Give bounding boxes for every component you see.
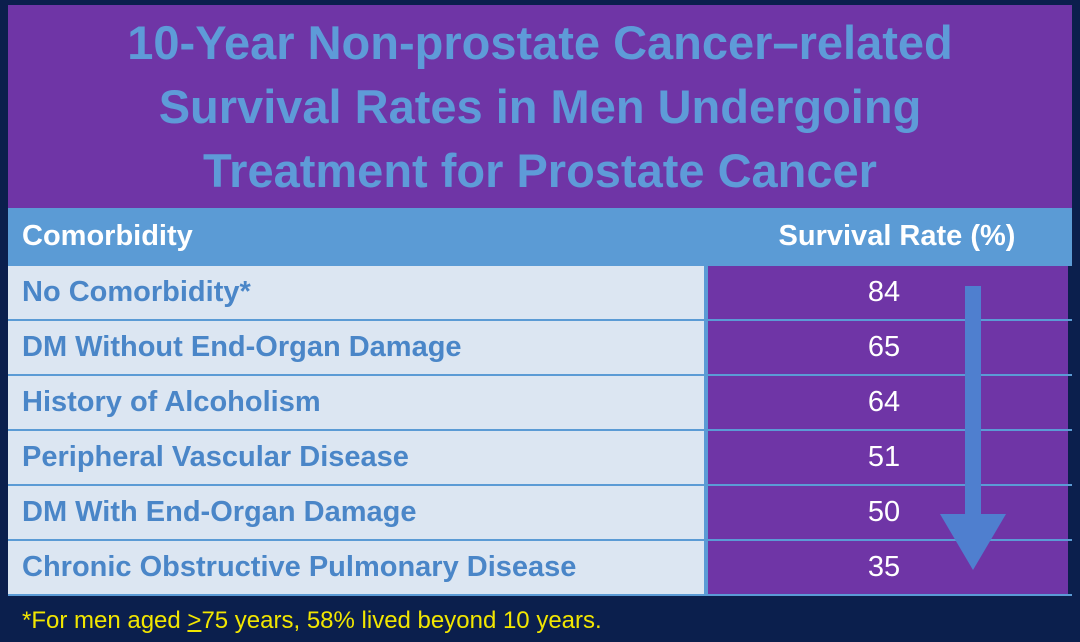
header-survival-rate: Survival Rate (%) bbox=[778, 219, 1016, 252]
comorbidity-cell: DM With End-Organ Damage bbox=[8, 486, 708, 539]
footnote: *For men aged >75 years, 58% lived beyon… bbox=[22, 607, 602, 635]
survival-cell: 64 bbox=[708, 376, 1068, 429]
table-row: DM With End-Organ Damage 50 bbox=[8, 484, 1072, 539]
comorbidity-cell: History of Alcoholism bbox=[8, 376, 708, 429]
comorbidity-cell: No Comorbidity* bbox=[8, 266, 708, 319]
survival-table: Comorbidity Survival Rate (%) No Comorbi… bbox=[8, 208, 1072, 596]
table-row: Chronic Obstructive Pulmonary Disease 35 bbox=[8, 539, 1072, 596]
survival-cell: 50 bbox=[708, 486, 1068, 539]
survival-cell: 84 bbox=[708, 266, 1068, 319]
table-body: No Comorbidity* 84 DM Without End-Organ … bbox=[8, 264, 1072, 596]
footnote-prefix: *For men aged bbox=[22, 607, 188, 634]
comorbidity-cell: DM Without End-Organ Damage bbox=[8, 321, 708, 374]
comorbidity-cell: Peripheral Vascular Disease bbox=[8, 431, 708, 484]
slide-title: 10-Year Non-prostate Cancer–related Surv… bbox=[127, 15, 953, 197]
footnote-symbol: > bbox=[187, 607, 202, 634]
down-arrow-icon bbox=[940, 286, 1006, 570]
title-box: 10-Year Non-prostate Cancer–related Surv… bbox=[8, 5, 1072, 208]
footnote-suffix: 75 years, 58% lived beyond 10 years. bbox=[201, 607, 602, 634]
comorbidity-cell: Chronic Obstructive Pulmonary Disease bbox=[8, 541, 708, 594]
header-comorbidity: Comorbidity bbox=[22, 219, 193, 252]
table-row: History of Alcoholism 64 bbox=[8, 374, 1072, 429]
table-row: No Comorbidity* 84 bbox=[8, 264, 1072, 319]
survival-cell: 51 bbox=[708, 431, 1068, 484]
table-header-row: Comorbidity Survival Rate (%) bbox=[8, 208, 1072, 264]
table-row: DM Without End-Organ Damage 65 bbox=[8, 319, 1072, 374]
table-row: Peripheral Vascular Disease 51 bbox=[8, 429, 1072, 484]
survival-cell: 35 bbox=[708, 541, 1068, 594]
survival-cell: 65 bbox=[708, 321, 1068, 374]
